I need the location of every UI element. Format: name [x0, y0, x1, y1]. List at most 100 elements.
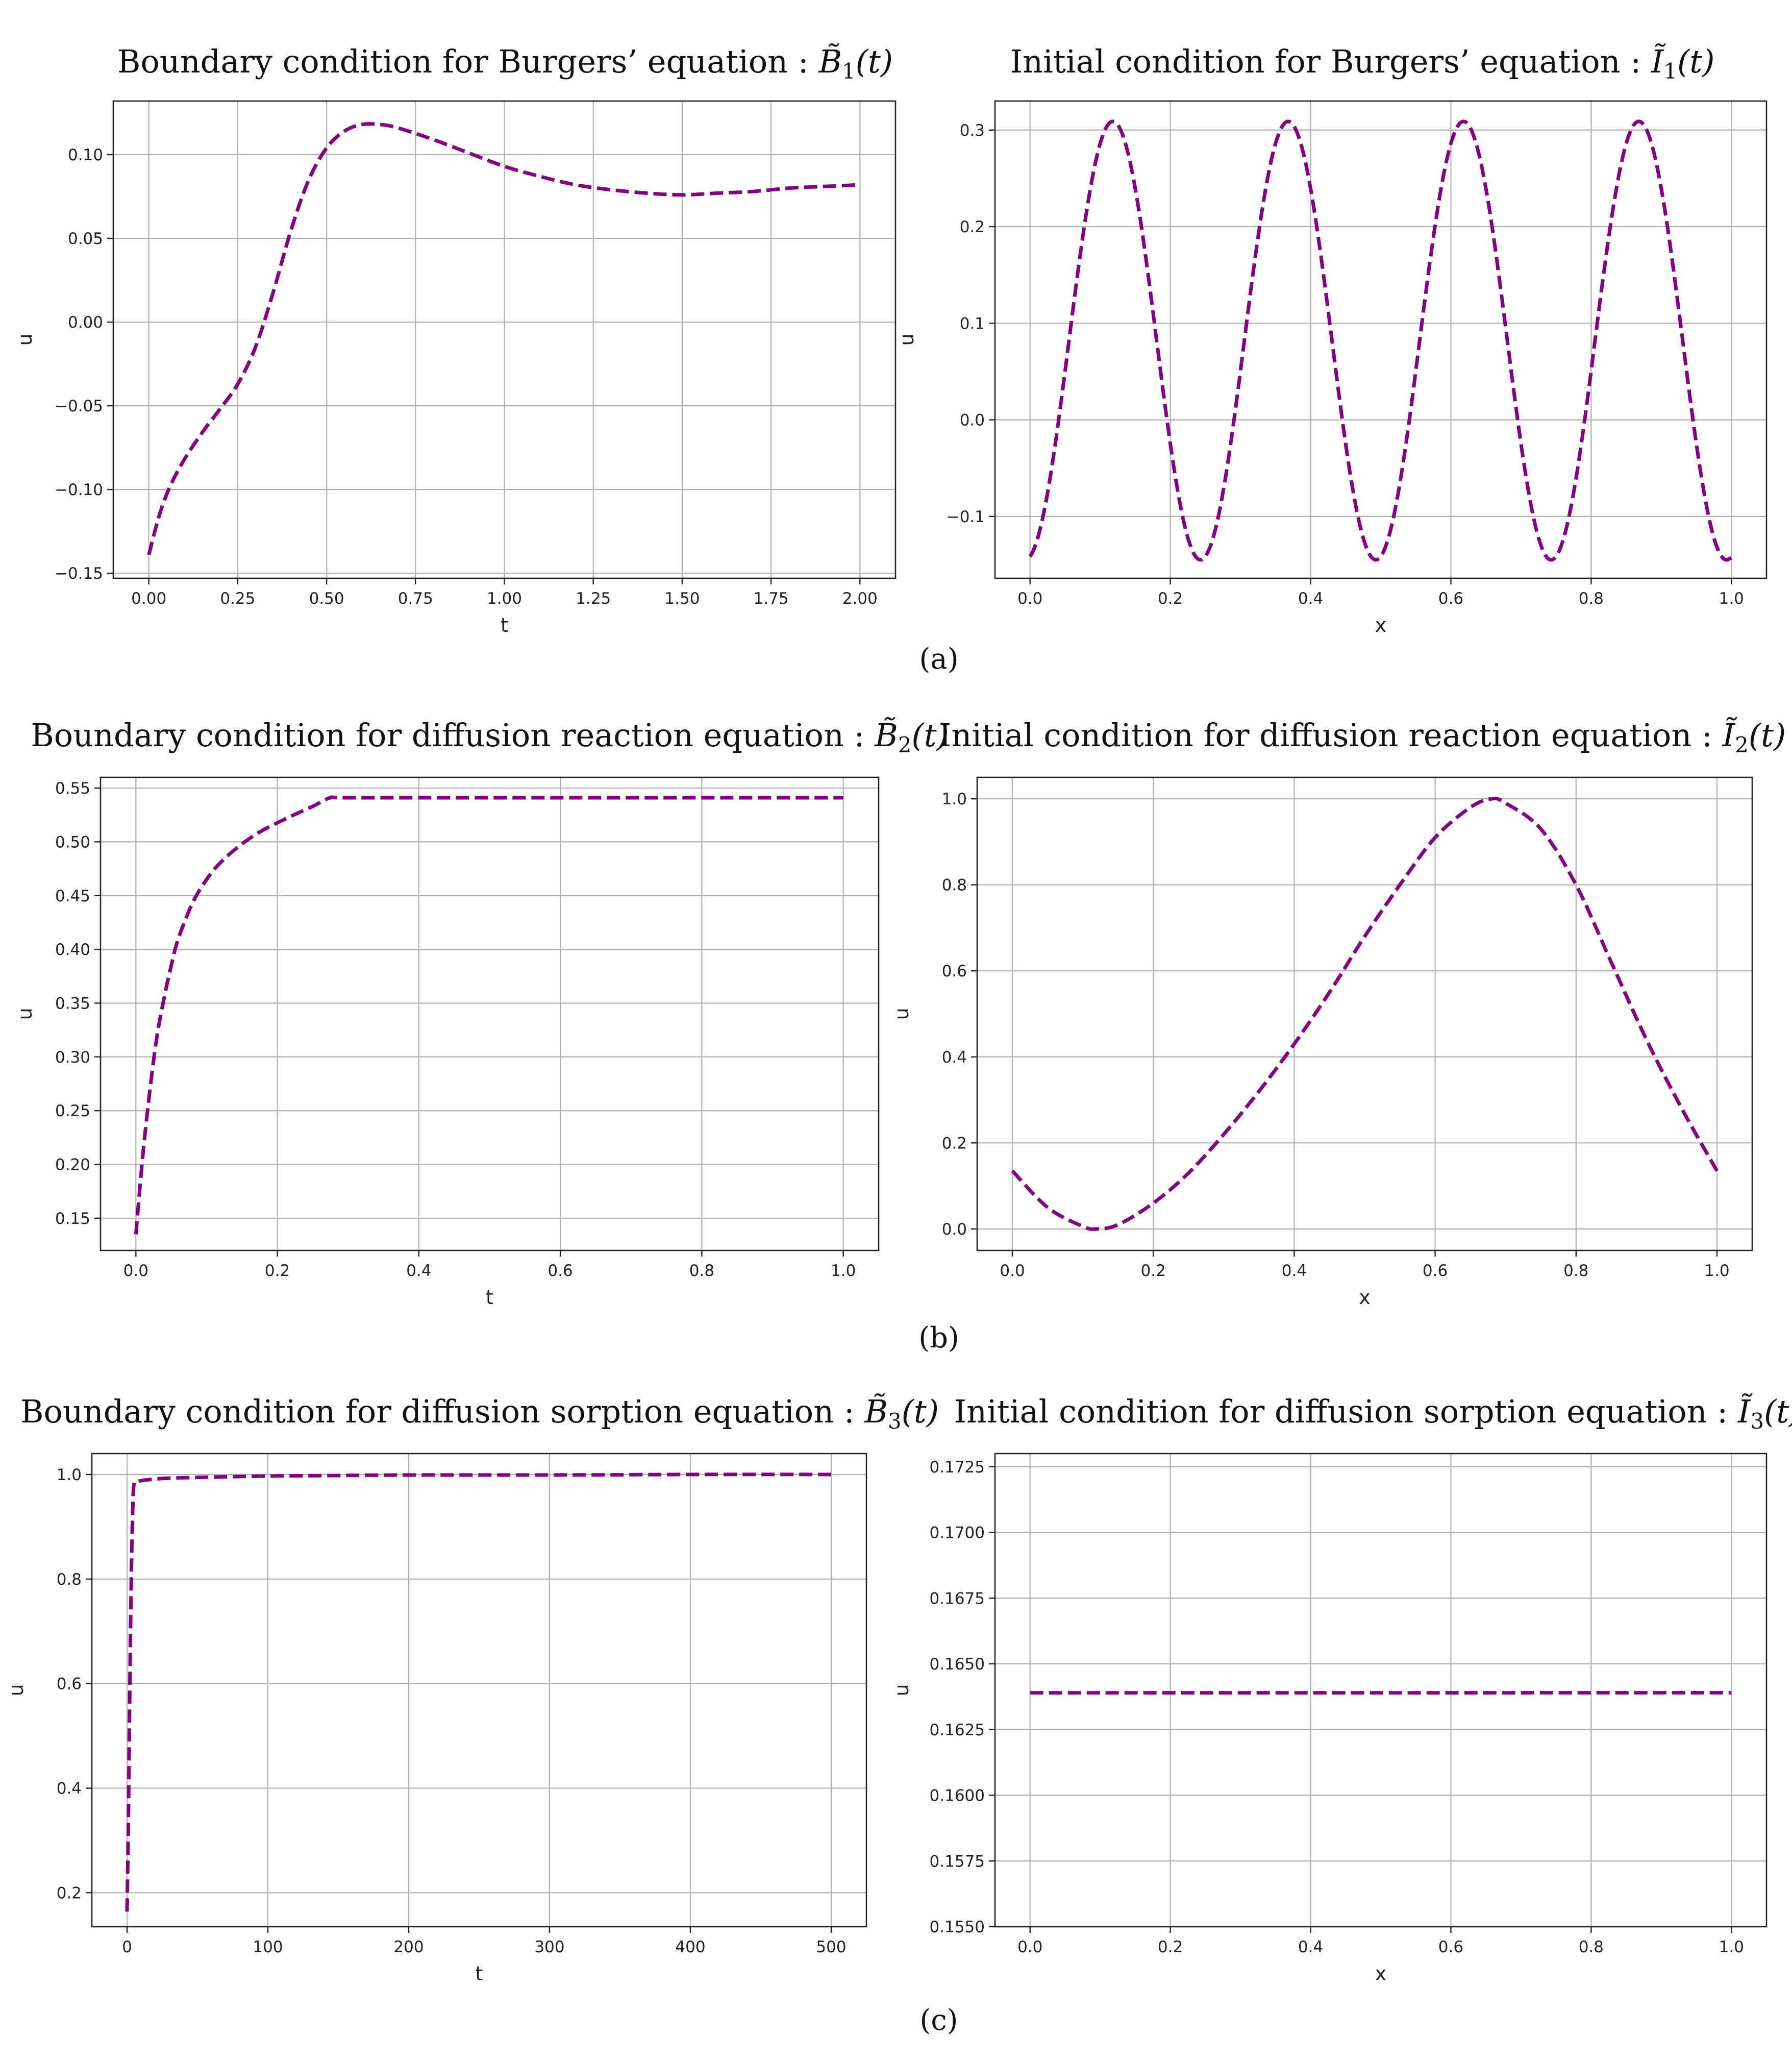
- i3-title-subscript: 3: [1750, 1409, 1764, 1434]
- i3-xtick-label: 0.2: [1158, 1938, 1183, 1956]
- i1-xtick-label: 0.6: [1438, 589, 1463, 608]
- b1-chart-title: Boundary condition for Burgers’ equation…: [117, 43, 893, 84]
- b2-plot-frame: [99, 776, 880, 1251]
- b2-ytick-label: 0.40: [55, 941, 90, 959]
- b2-xtick-label: 1.0: [831, 1262, 856, 1280]
- b1-xtick-label: 0.25: [220, 589, 255, 608]
- i1-ytick-label: 0.3: [960, 121, 985, 140]
- i3-xtick-label: 0.0: [1017, 1938, 1042, 1956]
- i2-ytick-label: 0.6: [942, 962, 967, 980]
- b1-title-argument: (t): [856, 43, 893, 80]
- b1-ylabel: u: [14, 333, 36, 346]
- b2-ytick-label: 0.55: [55, 779, 90, 798]
- b3-xtick-label: 500: [816, 1938, 846, 1956]
- b3-xtick-label: 100: [253, 1938, 283, 1956]
- i2-xtick-label: 0.4: [1282, 1262, 1307, 1280]
- i2-xlabel: x: [1359, 1286, 1371, 1309]
- i3-ytick-label: 0.1725: [930, 1458, 985, 1477]
- b2-xtick-label: 0.6: [547, 1262, 573, 1280]
- i2-ytick-label: 1.0: [942, 790, 967, 808]
- i3-ylabel: u: [890, 1684, 913, 1696]
- b1-xtick-label: 0.75: [398, 589, 433, 608]
- i1-xtick-label: 0.8: [1579, 589, 1604, 608]
- i3-plot-frame: [994, 1453, 1768, 1928]
- b2-title-argument: (t): [912, 717, 949, 754]
- i3-xlabel: x: [1375, 1962, 1387, 1985]
- i1-ylabel: u: [895, 333, 918, 346]
- i1-xtick-label: 0.4: [1298, 589, 1323, 608]
- i1-plot-frame: [994, 100, 1768, 579]
- b1-title-symbol: B̃: [818, 43, 842, 80]
- i2-ytick-label: 0.4: [942, 1048, 967, 1067]
- b3-ylabel: u: [5, 1684, 28, 1696]
- b1-series-u-line: [147, 122, 860, 555]
- i1-title-argument: (t): [1677, 43, 1714, 80]
- i3-title-argument: (t): [1764, 1393, 1792, 1430]
- i2-xtick-label: 1.0: [1704, 1262, 1729, 1280]
- i2-series-u-line: [1011, 797, 1719, 1231]
- b2-ytick-label: 0.35: [55, 994, 90, 1013]
- panel-label-a: (a): [919, 643, 958, 676]
- b2-xtick-label: 0.0: [123, 1262, 148, 1280]
- b1-title-subscript: 1: [842, 59, 856, 84]
- b1-ytick-label: 0.10: [68, 146, 103, 164]
- i3-xtick-label: 0.8: [1579, 1938, 1604, 1956]
- b1-ytick-label: −0.05: [55, 397, 103, 415]
- b2-series-u-line: [134, 795, 843, 1235]
- b3-series-u-line: [125, 1472, 831, 1912]
- b1-ytick-label: 0.00: [68, 313, 103, 332]
- b3-xtick-label: 400: [675, 1938, 705, 1956]
- b2-xlabel: t: [486, 1286, 493, 1309]
- i1-title-text: Initial condition for Burgers’ equation …: [1010, 43, 1651, 80]
- i3-xtick-label: 0.4: [1298, 1938, 1323, 1956]
- b2-xtick-label: 0.2: [265, 1262, 290, 1280]
- b1-xtick-label: 1.50: [664, 589, 700, 608]
- b2-ytick-label: 0.30: [55, 1048, 90, 1067]
- i3-ytick-label: 0.1575: [930, 1852, 985, 1871]
- i2-ytick-label: 0.8: [942, 876, 967, 895]
- i1-title-symbol: Ĩ: [1651, 43, 1666, 80]
- i3-xtick-label: 1.0: [1719, 1938, 1744, 1956]
- i1-title-subscript: 1: [1663, 59, 1677, 84]
- b3-xlabel: t: [476, 1962, 483, 1985]
- b1-xtick-label: 1.25: [576, 589, 611, 608]
- b3-ytick-label: 0.8: [57, 1570, 82, 1589]
- i2-xtick-label: 0.8: [1563, 1262, 1588, 1280]
- b1-title-text: Boundary condition for Burgers’ equation…: [117, 43, 819, 80]
- b3-ytick-label: 0.4: [57, 1780, 82, 1798]
- i3-ytick-label: 0.1600: [930, 1787, 985, 1805]
- b1-ytick-label: 0.05: [68, 230, 103, 248]
- i2-xtick-label: 0.0: [1000, 1262, 1025, 1280]
- b1-xtick-label: 0.50: [309, 589, 344, 608]
- i2-xtick-label: 0.6: [1423, 1262, 1448, 1280]
- i2-title-subscript: 2: [1735, 732, 1749, 757]
- i3-ytick-label: 0.1625: [930, 1721, 985, 1739]
- i2-xtick-label: 0.2: [1141, 1262, 1166, 1280]
- i1-ytick-label: 0.1: [960, 314, 985, 333]
- panel-label-c: (c): [919, 2004, 958, 2037]
- b1-xtick-label: 0.00: [131, 589, 166, 608]
- i1-ytick-label: 0.2: [960, 218, 985, 236]
- b2-ytick-label: 0.20: [55, 1156, 90, 1174]
- i3-chart-title: Initial condition for diffusion sorption…: [954, 1393, 1792, 1434]
- b3-plot-frame: [91, 1453, 867, 1928]
- i1-xtick-label: 0.0: [1017, 589, 1042, 608]
- i3-ytick-label: 0.1675: [930, 1589, 985, 1608]
- b2-ytick-label: 0.50: [55, 833, 90, 851]
- i3-title-symbol: Ĩ: [1737, 1393, 1753, 1430]
- b2-ytick-label: 0.45: [55, 887, 90, 905]
- b2-chart-title: Boundary condition for diffusion reactio…: [31, 717, 949, 757]
- i1-xlabel: x: [1375, 614, 1387, 636]
- b2-ylabel: u: [14, 1008, 36, 1020]
- b2-xtick-label: 0.4: [406, 1262, 431, 1280]
- b2-ytick-label: 0.25: [55, 1102, 90, 1120]
- i2-ylabel: u: [890, 1008, 913, 1020]
- b3-title-symbol: B̃: [864, 1393, 888, 1430]
- b3-title-text: Boundary condition for diffusion sorptio…: [20, 1393, 864, 1430]
- b3-ytick-label: 0.6: [57, 1675, 82, 1693]
- i2-chart-title: Initial condition for diffusion reaction…: [939, 717, 1786, 757]
- b1-ytick-label: −0.15: [55, 564, 103, 583]
- i2-title-text: Initial condition for diffusion reaction…: [939, 717, 1723, 754]
- i2-ytick-label: 0.0: [942, 1220, 967, 1239]
- i2-title-argument: (t): [1749, 717, 1786, 754]
